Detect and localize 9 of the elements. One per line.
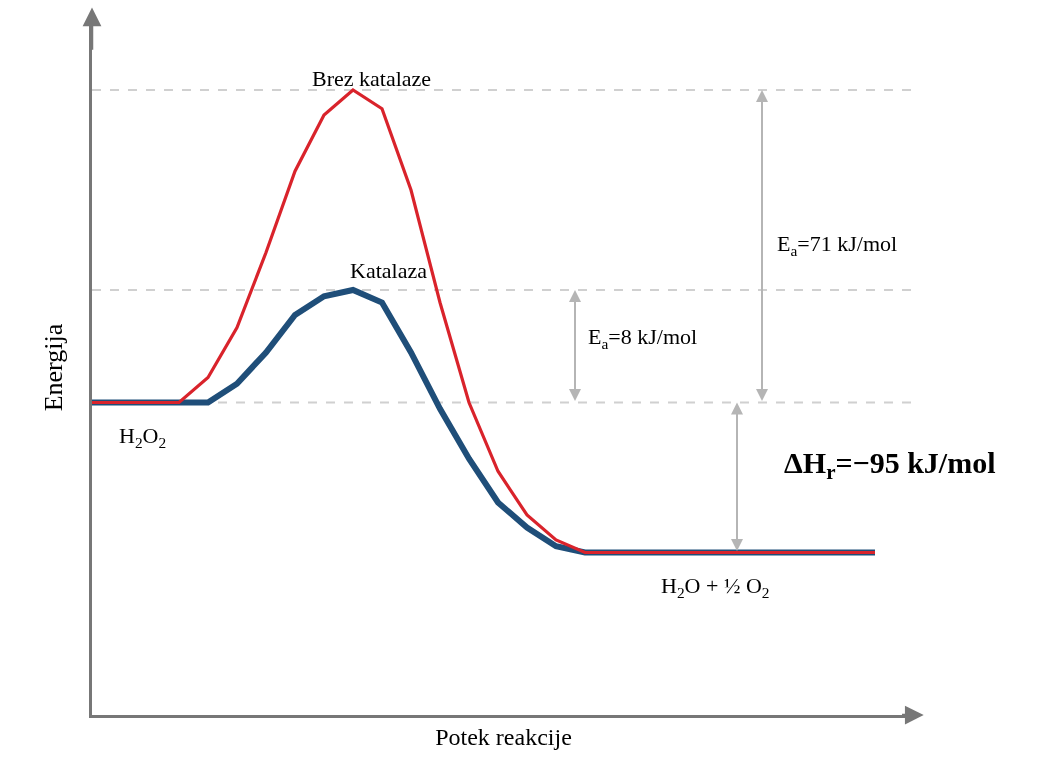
annotation: E$_{a}$=8 kJ/mol [588,324,698,352]
series-label: Katalaza [350,258,428,283]
annotation: H$_{2}$O$_{2}$ [119,423,167,451]
annotation: ΔH$_{r}$=−95 kJ/mol [784,446,996,485]
annotation: E$_{a}$=71 kJ/mol [777,231,898,259]
y-axis-title: Energija [38,323,68,412]
annotation: H$_{2}$O + ½ O$_{2}$ [661,573,770,601]
x-axis-title: Potek reakcije [435,724,572,751]
series-label: Brez katalaze [312,66,432,91]
